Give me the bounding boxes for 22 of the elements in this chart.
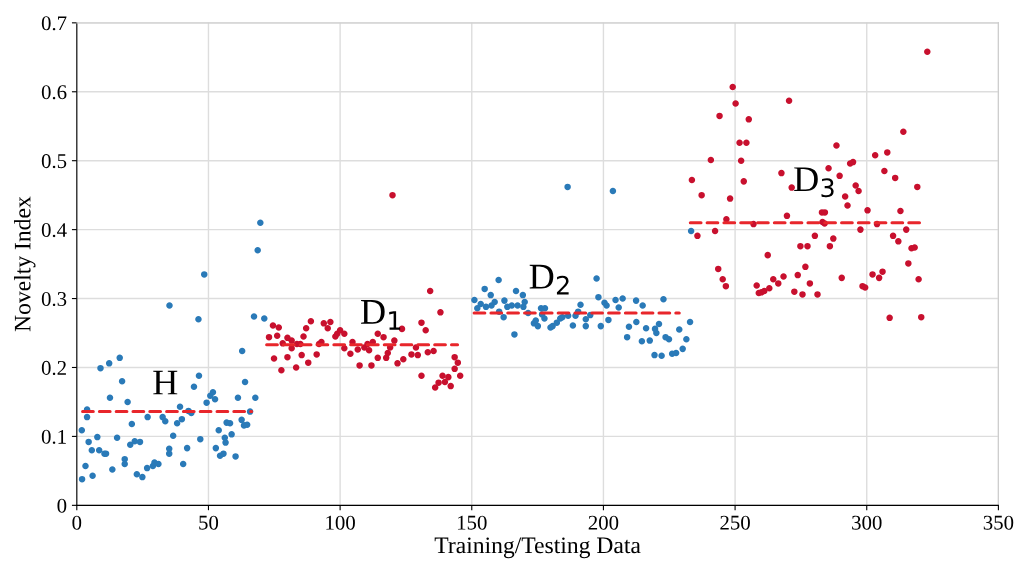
x-tick-label: 0	[72, 515, 82, 530]
annotation: D$_{1}$	[361, 300, 401, 330]
y-axis-title: Novelty Index	[14, 196, 36, 332]
x-tick-label: 150	[457, 515, 487, 530]
x-tick-label: 350	[983, 515, 1014, 530]
x-tick-label: 50	[199, 515, 219, 530]
x-tick-label: 300	[852, 515, 882, 530]
x-tick-label: 100	[326, 515, 355, 530]
x-tick-label: 200	[588, 515, 619, 530]
y-tick-label: 0.5	[41, 154, 67, 169]
y-tick-label: 0.2	[41, 360, 66, 375]
y-tick-label: 0.1	[41, 429, 66, 444]
y-tick-label: 0.6	[41, 85, 67, 100]
annotation: D$_{3}$	[794, 167, 834, 198]
x-axis-title: Training/Testing Data	[434, 537, 641, 559]
y-tick-label: 0.7	[41, 16, 67, 31]
y-tick-label: 0.4	[41, 223, 67, 238]
y-tick-label: 0.3	[41, 291, 67, 307]
x-tick-label: 250	[720, 515, 750, 530]
annotation: H	[153, 370, 178, 395]
y-tick-label: 0	[57, 498, 67, 513]
annotation: D$_{2}$	[529, 264, 569, 295]
